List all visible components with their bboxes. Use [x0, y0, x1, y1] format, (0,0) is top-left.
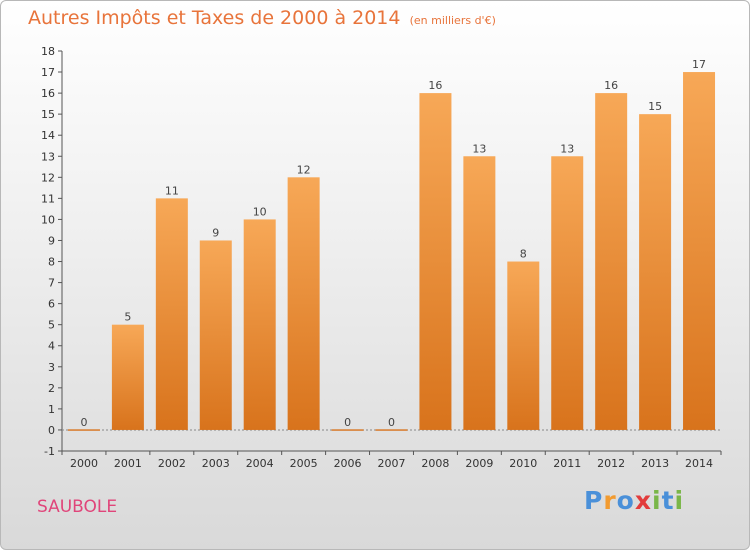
value-label: 13 [560, 142, 574, 155]
city-name: SAUBOLE [37, 497, 118, 517]
x-tick-label: 2004 [246, 457, 274, 470]
bar [595, 93, 628, 430]
value-label: 0 [344, 416, 351, 429]
x-tick-label: 2006 [334, 457, 362, 470]
y-tick-label: 7 [48, 277, 55, 290]
y-tick-label: 6 [48, 298, 55, 311]
x-tick-label: 2012 [597, 457, 625, 470]
bar [639, 114, 672, 430]
chart-bars [67, 72, 716, 431]
value-label: 9 [212, 226, 219, 239]
bar [111, 324, 144, 430]
value-label: 5 [124, 311, 131, 324]
value-label: 11 [165, 184, 179, 197]
y-tick-label: 0 [48, 424, 55, 437]
x-tick-label: 2008 [421, 457, 449, 470]
bar [463, 156, 496, 430]
x-tick-label: 2010 [509, 457, 537, 470]
x-tick-label: 2001 [114, 457, 142, 470]
bar [375, 429, 408, 431]
value-label: 13 [472, 142, 486, 155]
y-tick-label: 3 [48, 361, 55, 374]
value-label: 15 [648, 100, 662, 113]
bar [331, 429, 364, 431]
y-tick-label: -1 [44, 445, 55, 458]
x-tick-label: 2003 [202, 457, 230, 470]
x-tick-label: 2014 [685, 457, 713, 470]
y-tick-label: 14 [41, 129, 55, 142]
value-label: 8 [520, 248, 527, 261]
bar [287, 177, 320, 430]
bar [243, 219, 276, 430]
value-label: 17 [692, 58, 706, 71]
chart-unit: (en milliers d'€) [409, 14, 496, 27]
value-label: 0 [388, 416, 395, 429]
y-tick-label: 10 [41, 213, 55, 226]
bar [419, 93, 452, 430]
y-tick-label: 9 [48, 234, 55, 247]
x-tick-label: 2009 [465, 457, 493, 470]
bar [199, 240, 232, 430]
y-tick-label: 17 [41, 66, 55, 79]
y-tick-label: 16 [41, 87, 55, 100]
y-tick-label: 4 [48, 340, 55, 353]
x-tick-label: 2000 [70, 457, 98, 470]
x-tick-label: 2013 [641, 457, 669, 470]
chart-title: Autres Impôts et Taxes de 2000 à 2014 (e… [28, 7, 496, 29]
proxiti-logo: Proxiti [584, 486, 685, 515]
value-label: 10 [253, 205, 267, 218]
chart-title-text: Autres Impôts et Taxes de 2000 à 2014 [28, 7, 401, 29]
y-tick-label: 5 [48, 319, 55, 332]
y-tick-label: 12 [41, 171, 55, 184]
y-tick-label: 1 [48, 403, 55, 416]
bar [683, 72, 716, 430]
bar [507, 261, 540, 430]
bar [551, 156, 584, 430]
chart-labels: 2000 0 2001 5 2002 11 2003 9 2004 10 2005 12 2006 0 20… [70, 58, 713, 470]
y-tick-label: 15 [41, 108, 55, 121]
value-label: 16 [604, 79, 618, 92]
y-tick-label: 18 [41, 45, 55, 58]
y-tick-label: 11 [41, 192, 55, 205]
x-tick-label: 2005 [290, 457, 318, 470]
x-tick-label: 2002 [158, 457, 186, 470]
x-tick-label: 2011 [553, 457, 581, 470]
value-label: 0 [80, 416, 87, 429]
bar [155, 198, 188, 430]
y-tick-label: 2 [48, 382, 55, 395]
bar [67, 429, 100, 431]
x-tick-label: 2007 [378, 457, 406, 470]
value-label: 16 [428, 79, 442, 92]
y-tick-label: 13 [41, 150, 55, 163]
value-label: 12 [297, 163, 311, 176]
y-tick-label: 8 [48, 256, 55, 269]
